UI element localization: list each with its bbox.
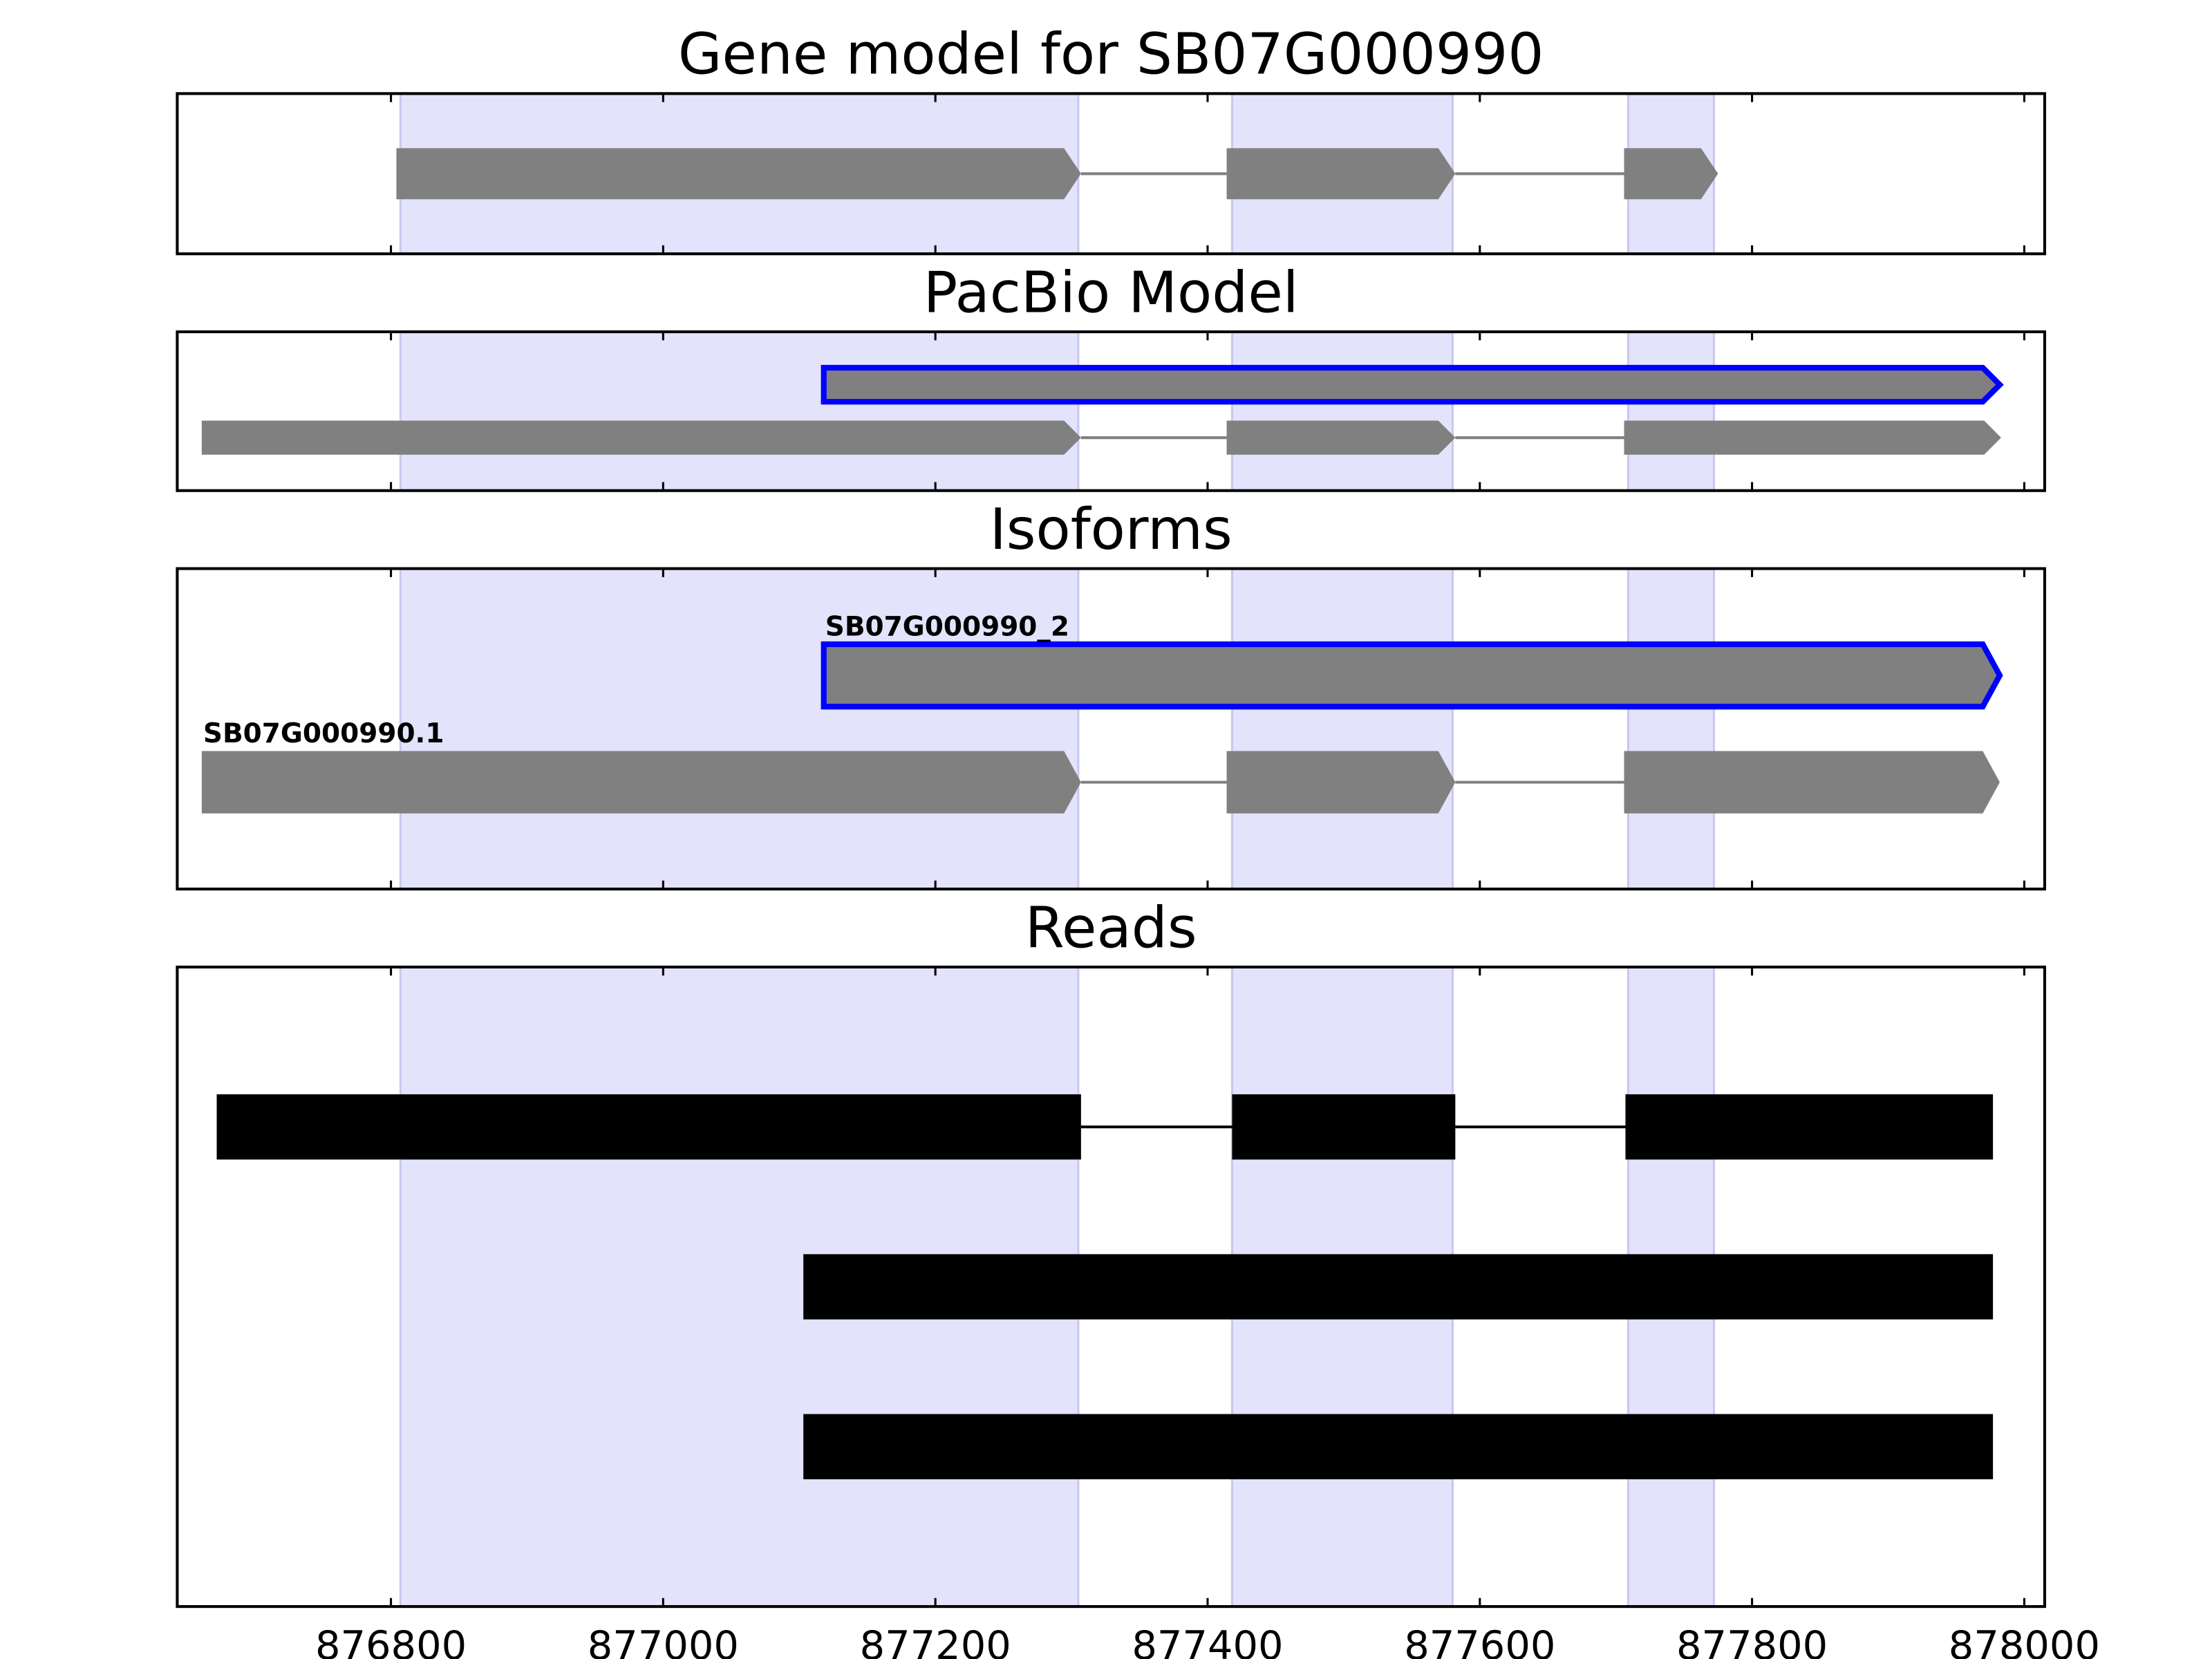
read-block [1232,1094,1456,1160]
exon [1226,420,1456,455]
exon [1624,420,2001,455]
exon [1624,751,2000,814]
shaded-region [1230,568,1454,890]
panel-frame [176,330,2046,492]
read-block [1625,1094,1994,1160]
exon [821,364,2004,405]
x-tick-label: 877400 [1132,1622,1283,1659]
x-tick-label: 877000 [588,1622,739,1659]
panel-title: PacBio Model [924,260,1299,326]
shaded-region [1627,568,1716,890]
shaded-region [1627,330,1716,492]
read-block [216,1094,1081,1160]
feature-label: SB07G000990.1 [203,718,444,749]
exon [201,751,1081,814]
shaded-region [399,568,1080,890]
x-tick-label: 876800 [315,1622,467,1659]
exon [396,148,1081,200]
exon [201,420,1081,455]
panel-frame [176,965,2046,1609]
x-tick-label: 877800 [1676,1622,1828,1659]
x-tick-label: 877600 [1404,1622,1555,1659]
shaded-region [1230,330,1454,492]
shaded-region [399,330,1080,492]
panel-frame [176,567,2046,891]
exon [1226,751,1456,814]
panel-frame [176,92,2046,256]
read-block [803,1254,1994,1320]
panel-title: Reads [1025,895,1197,961]
panel-title: Isoforms [990,497,1232,563]
x-tick-label: 878000 [1949,1622,2100,1659]
x-tick-label: 877200 [860,1622,1011,1659]
panel-title: Gene model for SB07G000990 [678,22,1544,88]
exon [821,641,2003,710]
feature-label: SB07G000990_2 [825,612,1069,643]
read-block [803,1414,1994,1479]
exon [1624,148,1718,200]
exon [1226,148,1456,200]
